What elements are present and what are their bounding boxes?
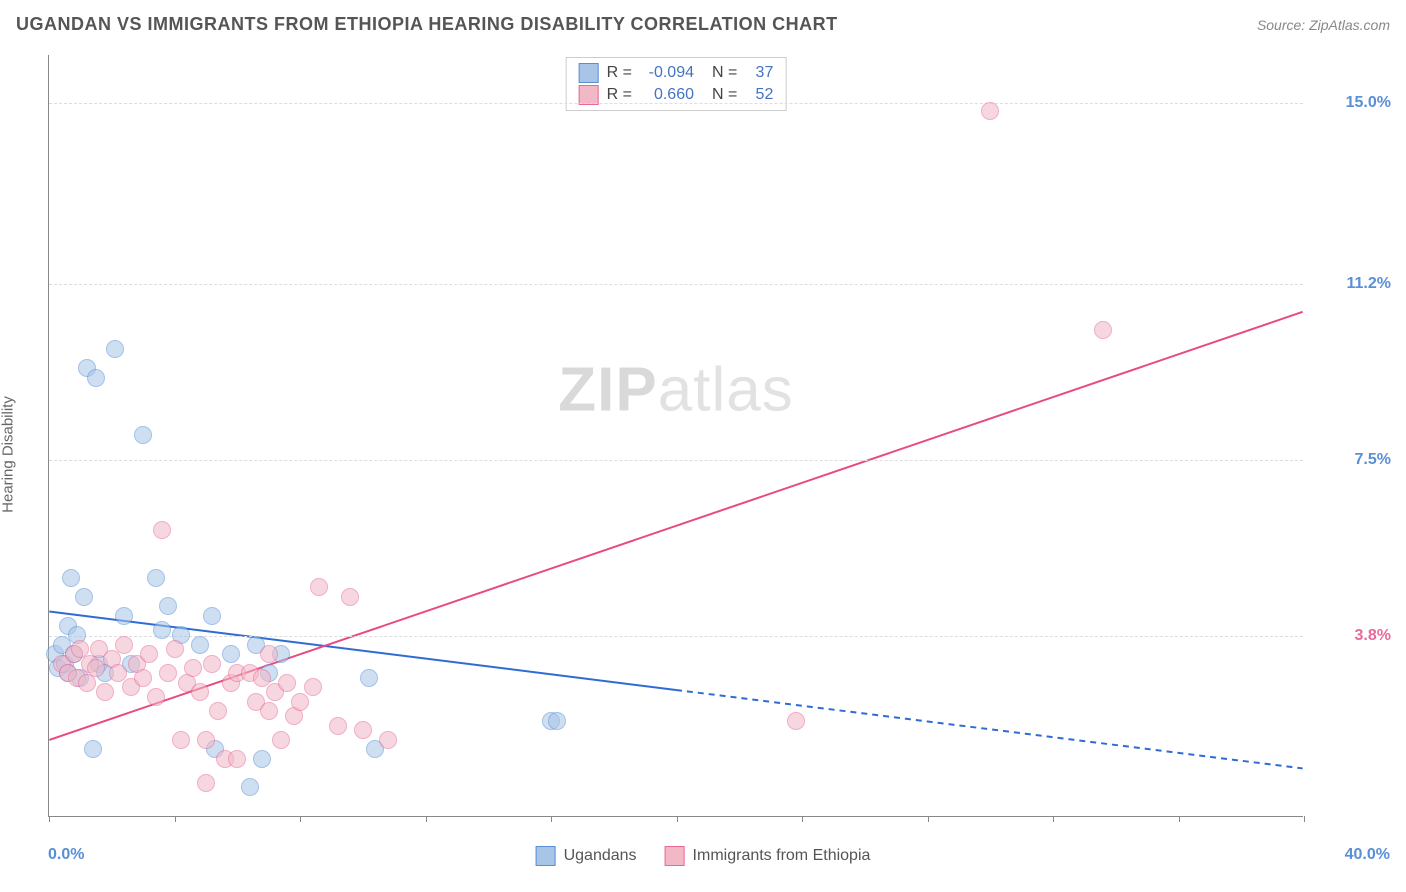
x-tick-mark <box>551 816 552 822</box>
data-point <box>278 674 296 692</box>
x-tick-mark <box>802 816 803 822</box>
data-point <box>253 750 271 768</box>
data-point <box>329 717 347 735</box>
data-point <box>197 731 215 749</box>
data-point <box>159 664 177 682</box>
data-point <box>260 702 278 720</box>
data-point <box>106 340 124 358</box>
x-tick-mark <box>1179 816 1180 822</box>
x-tick-mark <box>426 816 427 822</box>
x-tick-mark <box>1304 816 1305 822</box>
n-label: N = <box>712 86 737 104</box>
r-label: R = <box>607 64 632 82</box>
data-point <box>134 426 152 444</box>
gridline-h <box>49 460 1303 461</box>
n-value: 52 <box>745 86 773 104</box>
regression-lines-layer <box>49 55 1303 816</box>
data-point <box>147 569 165 587</box>
chart-title: UGANDAN VS IMMIGRANTS FROM ETHIOPIA HEAR… <box>16 14 838 35</box>
x-tick-mark <box>928 816 929 822</box>
data-point <box>159 597 177 615</box>
data-point <box>197 774 215 792</box>
n-value: 37 <box>745 64 773 82</box>
data-point <box>166 640 184 658</box>
legend-item: Immigrants from Ethiopia <box>665 846 871 866</box>
n-label: N = <box>712 64 737 82</box>
source-attribution: Source: ZipAtlas.com <box>1257 17 1390 33</box>
legend-swatch <box>665 846 685 866</box>
legend-swatch <box>579 63 599 83</box>
data-point <box>172 731 190 749</box>
x-tick-mark <box>49 816 50 822</box>
data-point <box>209 702 227 720</box>
data-point <box>222 645 240 663</box>
data-point <box>134 669 152 687</box>
x-tick-mark <box>175 816 176 822</box>
r-label: R = <box>607 86 632 104</box>
legend-label: Ugandans <box>564 847 637 865</box>
correlation-row: R = -0.094 N = 37 <box>579 62 774 84</box>
data-point <box>304 678 322 696</box>
data-point <box>203 655 221 673</box>
x-tick-mark <box>677 816 678 822</box>
data-point <box>272 731 290 749</box>
y-tick-label: 3.8% <box>1311 627 1391 645</box>
y-tick-label: 7.5% <box>1311 451 1391 469</box>
data-point <box>191 683 209 701</box>
data-point <box>241 778 259 796</box>
data-point <box>260 645 278 663</box>
data-point <box>153 621 171 639</box>
data-point <box>228 750 246 768</box>
data-point <box>62 569 80 587</box>
data-point <box>84 740 102 758</box>
data-point <box>140 645 158 663</box>
watermark: ZIPatlas <box>558 354 793 425</box>
data-point <box>153 521 171 539</box>
gridline-h <box>49 103 1303 104</box>
data-point <box>75 588 93 606</box>
gridline-h <box>49 636 1303 637</box>
data-point <box>87 369 105 387</box>
data-point <box>191 636 209 654</box>
series-legend: Ugandans Immigrants from Ethiopia <box>536 846 871 866</box>
legend-swatch <box>536 846 556 866</box>
y-axis-label: Hearing Disability <box>0 396 17 513</box>
data-point <box>96 683 114 701</box>
x-tick-mark <box>1053 816 1054 822</box>
data-point <box>147 688 165 706</box>
data-point <box>379 731 397 749</box>
chart-plot-area: ZIPatlas R =-0.094N =37R =0.660N =52 3.8… <box>48 55 1303 817</box>
data-point <box>184 659 202 677</box>
data-point <box>1094 321 1112 339</box>
x-axis-min-label: 0.0% <box>48 846 84 864</box>
y-tick-label: 15.0% <box>1311 94 1391 112</box>
data-point <box>354 721 372 739</box>
gridline-h <box>49 284 1303 285</box>
r-value: -0.094 <box>640 64 694 82</box>
data-point <box>548 712 566 730</box>
data-point <box>787 712 805 730</box>
data-point <box>115 607 133 625</box>
data-point <box>291 693 309 711</box>
legend-item: Ugandans <box>536 846 637 866</box>
data-point <box>115 636 133 654</box>
legend-label: Immigrants from Ethiopia <box>693 847 871 865</box>
y-tick-label: 11.2% <box>1311 275 1391 293</box>
data-point <box>310 578 328 596</box>
r-value: 0.660 <box>640 86 694 104</box>
data-point <box>203 607 221 625</box>
x-tick-mark <box>300 816 301 822</box>
x-axis-max-label: 40.0% <box>1345 846 1390 864</box>
data-point <box>341 588 359 606</box>
data-point <box>981 102 999 120</box>
data-point <box>360 669 378 687</box>
